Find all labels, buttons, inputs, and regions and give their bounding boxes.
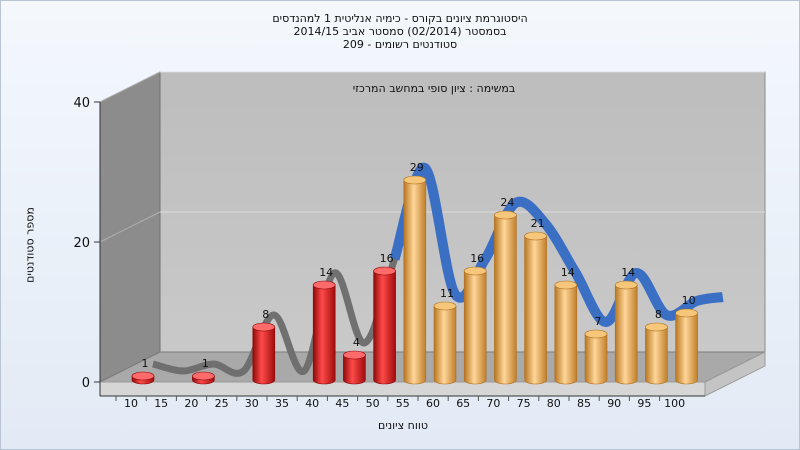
x-tick-label: 10: [124, 397, 138, 410]
bar: [524, 231, 547, 385]
bar-top: [494, 210, 517, 220]
bar-top: [614, 280, 638, 290]
bar-top: [463, 266, 487, 276]
x-tick-label: 45: [335, 397, 349, 410]
bar-fail-body: [312, 284, 336, 385]
bar: [584, 329, 608, 385]
chart-title: היסטוגרמת ציונים בקורס - כימיה אנליטית 1…: [272, 12, 528, 25]
bar-value-label: 21: [531, 217, 545, 230]
bar-value-label: 14: [561, 266, 575, 279]
x-tick-label: 60: [426, 397, 440, 410]
y-tick-label: 40: [73, 96, 90, 111]
y-tick-label: 0: [82, 376, 90, 391]
chart-subtitle-registered: סטודנטים רשומים - 209: [342, 38, 458, 51]
bar-pass-body: [614, 284, 638, 385]
bar-value-label: 4: [353, 336, 360, 349]
x-tick-label: 35: [275, 397, 289, 410]
bar-value-label: 16: [380, 252, 394, 265]
bar-pass-body: [494, 214, 517, 385]
bar: [494, 210, 517, 385]
chart-subtitle-semester: בסמסטר (02/2014) סמסטר אביב 2014/15: [293, 25, 507, 38]
bar: [433, 301, 457, 385]
bar-value-label: 1: [142, 357, 149, 370]
bar-pass-body: [463, 270, 487, 385]
bar: [312, 280, 336, 385]
bar-fail-body: [373, 270, 396, 385]
bar: [343, 350, 366, 385]
x-tick-label: 80: [547, 397, 561, 410]
x-tick-label: 100: [664, 397, 685, 410]
bar-top: [584, 329, 608, 339]
bar-value-label: 24: [500, 196, 514, 209]
bar: [373, 266, 396, 385]
bar-fail-body: [343, 354, 366, 385]
bar-value-label: 11: [440, 287, 454, 300]
bar-value-label: 14: [621, 266, 635, 279]
bar-top: [433, 301, 457, 311]
bar-pass-body: [524, 235, 547, 385]
bar-value-label: 10: [682, 294, 696, 307]
x-tick-label: 95: [637, 397, 651, 410]
bar-top: [192, 371, 215, 381]
x-tick-label: 25: [215, 397, 229, 410]
x-tick-label: 70: [486, 397, 500, 410]
x-tick-label: 15: [154, 397, 168, 410]
bar: [675, 308, 698, 385]
x-tick-label: 90: [607, 397, 621, 410]
bar: [403, 175, 427, 385]
x-tick-label: 55: [396, 397, 410, 410]
x-tick-label: 50: [366, 397, 380, 410]
bar: [192, 371, 215, 385]
bar-pass-body: [584, 333, 608, 385]
bar-value-label: 8: [262, 308, 269, 321]
bar-top: [403, 175, 427, 185]
x-tick-label: 20: [184, 397, 198, 410]
x-tick-label: 75: [517, 397, 531, 410]
bar-value-label: 1: [202, 357, 209, 370]
bar-pass-body: [403, 179, 427, 385]
bar: [554, 280, 578, 385]
bar-top: [252, 322, 276, 332]
bar: [645, 322, 668, 385]
bar-value-label: 16: [470, 252, 484, 265]
gridline-side: [99, 71, 161, 103]
bar-pass-body: [554, 284, 578, 385]
x-tick-label: 85: [577, 397, 591, 410]
gridline-side: [99, 211, 161, 243]
x-tick-label: 65: [456, 397, 470, 410]
x-tick-label: 40: [305, 397, 319, 410]
bar: [131, 371, 155, 385]
bar-pass-body: [433, 305, 457, 385]
chart-annotation: במשימה : ציון סופי במחשב המרכזי: [353, 82, 516, 95]
bar-pass-body: [675, 312, 698, 385]
bar-value-label: 29: [410, 161, 424, 174]
bar-value-label: 14: [319, 266, 333, 279]
bar-value-label: 8: [655, 308, 662, 321]
bar: [463, 266, 487, 385]
x-tick-label: 30: [245, 397, 259, 410]
y-tick-label: 20: [73, 236, 90, 251]
distribution-curve-pass: [389, 162, 724, 327]
chart-floor-front-edge: [99, 381, 706, 397]
bar-top: [554, 280, 578, 290]
bar-top: [373, 266, 396, 276]
bar-pass-body: [645, 326, 668, 385]
chart-floor-right-edge: [704, 351, 766, 397]
bar: [252, 322, 276, 385]
x-axis-label: טווח ציונים: [378, 419, 428, 432]
bar-top: [131, 371, 155, 381]
bar-value-label: 7: [595, 315, 602, 328]
bar-top: [312, 280, 336, 290]
bar-top: [675, 308, 698, 318]
bar-top: [524, 231, 547, 241]
bar-fail-body: [252, 326, 276, 385]
bar-top: [343, 350, 366, 360]
bar: [614, 280, 638, 385]
bar-top: [645, 322, 668, 332]
